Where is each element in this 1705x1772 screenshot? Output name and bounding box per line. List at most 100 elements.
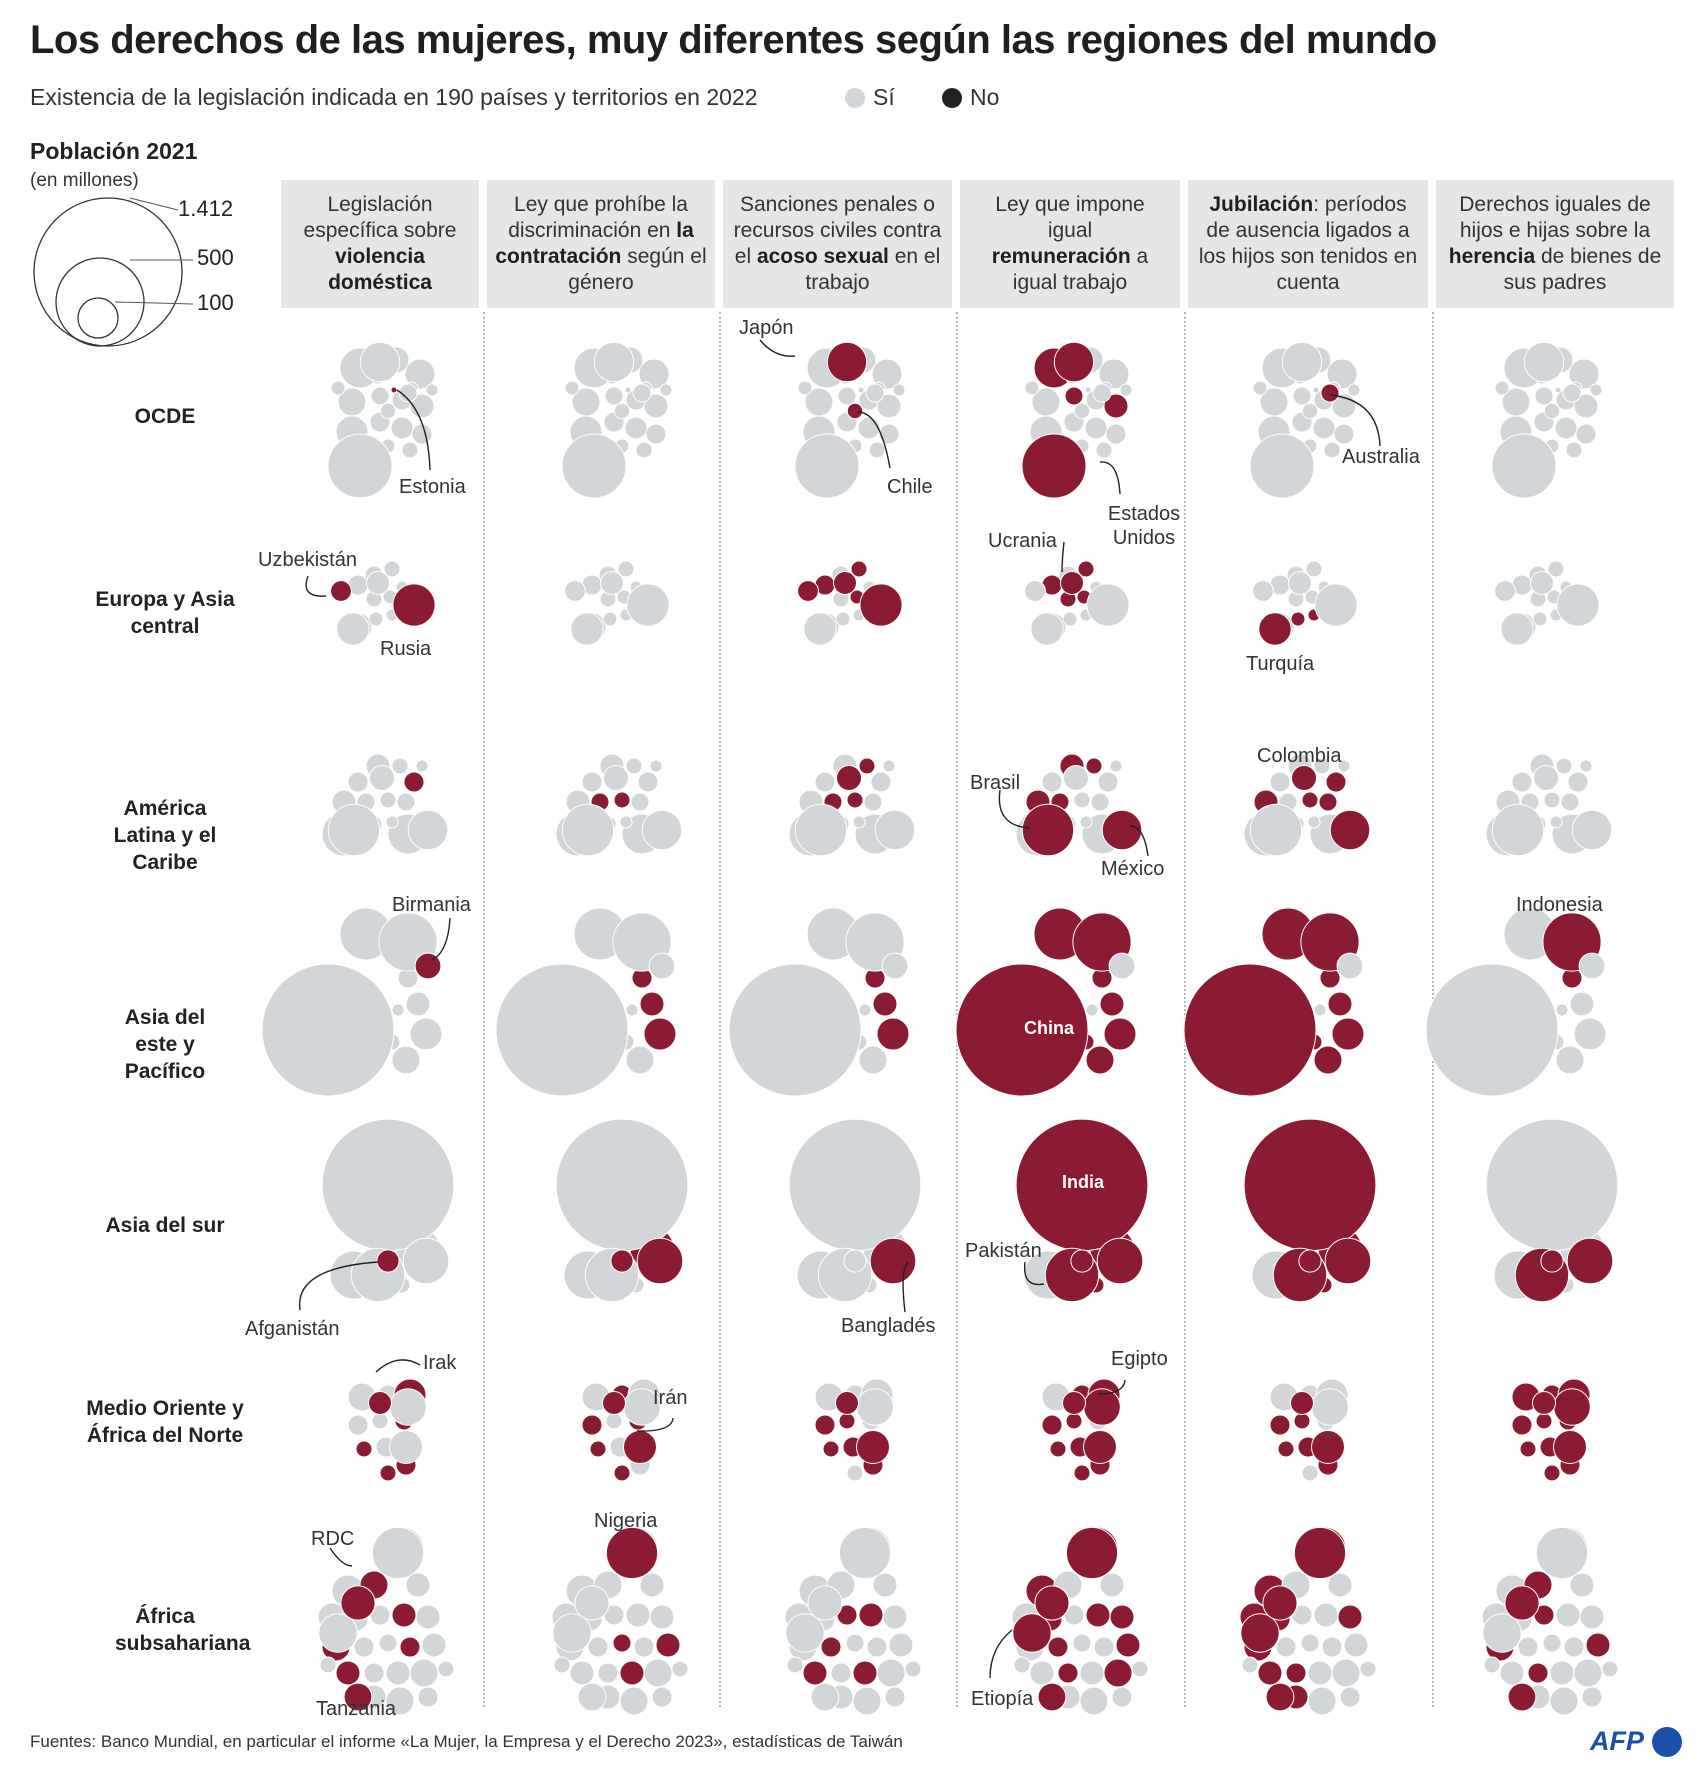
bubble-country xyxy=(624,416,648,440)
bubble-afganistan xyxy=(843,1249,867,1273)
bubble-country xyxy=(1547,560,1565,578)
bubble-afganistan xyxy=(1540,1249,1564,1273)
bubble-australia xyxy=(1320,383,1340,403)
row-label-medio-oriente: Medio Oriente y África del Norte xyxy=(86,1397,244,1447)
bubble-mexico xyxy=(407,809,449,851)
bubble-chile xyxy=(379,402,397,420)
bubble-country xyxy=(409,1017,443,1051)
bubble-country xyxy=(1293,1412,1311,1430)
bubble-country xyxy=(1313,757,1331,775)
bubble-brasil xyxy=(1021,803,1075,857)
bubble-country xyxy=(589,1440,607,1458)
bubble-mexico xyxy=(1101,809,1143,851)
bubble-country xyxy=(378,1633,398,1653)
bubble-country xyxy=(391,1602,417,1628)
bubble-country xyxy=(1312,416,1336,440)
bubble-country xyxy=(1064,386,1084,406)
key-circle-large xyxy=(33,197,183,347)
bubble-turquia xyxy=(1258,612,1292,646)
bubble-country xyxy=(1103,1658,1133,1688)
bubble-country xyxy=(1079,1686,1109,1716)
bubble-country xyxy=(1241,1656,1259,1674)
bubble-country xyxy=(1099,1572,1125,1598)
bubble-country xyxy=(872,991,898,1017)
bubble-uzbekistan xyxy=(564,580,586,602)
bubble-country xyxy=(1275,1636,1297,1658)
annotation-leader xyxy=(998,789,1031,829)
bubble-country xyxy=(1337,1604,1363,1630)
bubble-estados-unidos xyxy=(1491,433,1557,499)
bubble-country xyxy=(797,380,813,396)
bubble-country xyxy=(415,1604,441,1630)
bubble-country xyxy=(888,1632,914,1658)
footer-sources: Fuentes: Banco Mundial, en particular el… xyxy=(30,1732,903,1751)
bubble-country xyxy=(651,1686,673,1708)
bubble-country xyxy=(850,560,868,578)
bubble-irak xyxy=(602,1391,626,1415)
bubble-country xyxy=(814,771,836,793)
bubble-country xyxy=(569,1660,595,1686)
bubble-country xyxy=(1093,1636,1115,1658)
bubble-rusia xyxy=(626,583,670,627)
bubble-country xyxy=(1555,1602,1581,1628)
bubble-egipto xyxy=(389,1388,427,1426)
row-label-asia-este: Asia del este y Pacífico xyxy=(124,1006,206,1083)
bubble-rdc xyxy=(807,1585,843,1621)
bubble-nigeria xyxy=(371,1526,425,1580)
bubble-country xyxy=(892,383,906,397)
bubble-country xyxy=(1331,1017,1365,1051)
bubble-birmania xyxy=(1336,952,1364,980)
bubble-country xyxy=(625,1602,651,1628)
annotation-leader xyxy=(298,1261,379,1311)
bubble-etiopia xyxy=(318,1613,358,1653)
bubble-country xyxy=(1327,1572,1353,1598)
bubble-country xyxy=(625,757,643,775)
bubble-rdc xyxy=(1034,1585,1070,1621)
bubble-clusters xyxy=(261,341,1619,1716)
annotation-leader xyxy=(857,411,891,469)
bubble-country xyxy=(1560,792,1580,812)
bubble-country xyxy=(371,1412,389,1430)
label-brasil: Brasil xyxy=(970,772,1021,794)
annotation-leaders xyxy=(298,339,1381,1679)
population-key-circles xyxy=(33,197,194,347)
column-header-jubilacion: Jubilación: períodos de ausencia ligados… xyxy=(1188,180,1428,308)
bubble-country xyxy=(1549,1660,1575,1686)
bubble-country xyxy=(1305,560,1323,578)
bubble-country xyxy=(1073,1464,1091,1482)
bubble-country xyxy=(613,791,631,809)
bubble-country xyxy=(1549,1686,1579,1716)
bubble-country xyxy=(639,1572,665,1598)
annotation-leader xyxy=(902,1261,909,1313)
bubble-country xyxy=(837,386,857,406)
bubble-country xyxy=(1569,991,1595,1017)
bubble-china xyxy=(261,963,395,1097)
bubble-iran xyxy=(623,1430,657,1464)
bubble-japon xyxy=(826,341,868,383)
bubble-country xyxy=(878,423,900,445)
bubble-country xyxy=(1062,611,1078,627)
bubble-country xyxy=(845,1633,865,1653)
label-banglades: Bangladés xyxy=(841,1315,936,1337)
bubble-india xyxy=(555,1118,689,1252)
bubble-country xyxy=(1103,1017,1137,1051)
bubble-country xyxy=(858,757,876,775)
bubble-country xyxy=(1065,1412,1083,1430)
legend-no-swatch xyxy=(942,87,962,108)
bubble-country xyxy=(1277,1440,1295,1458)
bubble-country xyxy=(1555,757,1573,775)
bubble-afganistan xyxy=(610,1249,634,1273)
scale-label-small: 100 xyxy=(197,290,234,315)
bubble-australia xyxy=(632,383,652,403)
bubble-country xyxy=(1029,1660,1055,1686)
bubble-country xyxy=(1569,1572,1595,1598)
bubble-country xyxy=(1131,1660,1149,1678)
bubble-country xyxy=(876,393,902,419)
bubble-brasil xyxy=(561,803,615,857)
bubble-country xyxy=(404,358,436,390)
bubble-country xyxy=(415,759,429,773)
bubble-country xyxy=(1555,1045,1585,1075)
bubble-country xyxy=(1554,416,1578,440)
bubble-country xyxy=(1072,1633,1092,1653)
